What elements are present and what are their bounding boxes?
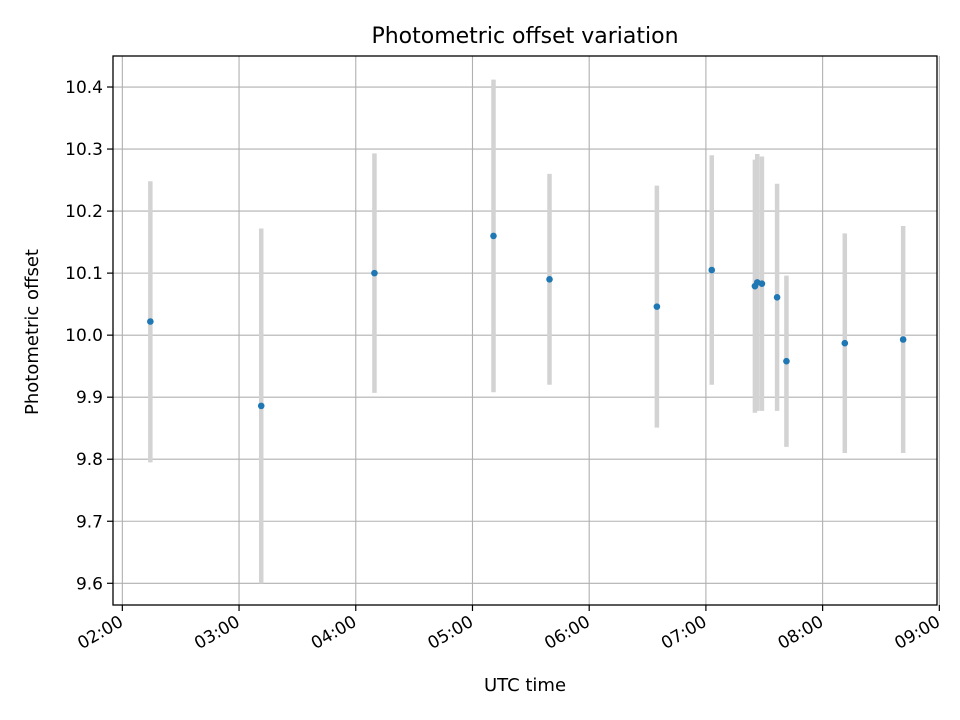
x-tick-label: 03:00 [191, 612, 243, 654]
data-point [841, 339, 849, 347]
data-point [708, 266, 716, 274]
data-point [490, 232, 497, 240]
y-axis-ticks: 9.6 9.7 9.8 9.9 10.0 10.1 10.2 10.3 10.4 [65, 78, 113, 594]
data-point [371, 269, 378, 277]
x-tick-label: 05:00 [425, 612, 477, 654]
data-point [899, 336, 907, 343]
data-point [773, 294, 781, 301]
x-axis-label: UTC time [484, 675, 566, 696]
y-tick-label: 10.1 [65, 264, 103, 284]
y-tick-label: 10.0 [65, 326, 103, 346]
data-point [783, 357, 790, 365]
x-tick-label: 07:00 [658, 612, 710, 654]
x-axis-ticks: 02:00 03:00 04:00 05:00 06:00 07:00 08:00 09:00 [74, 605, 944, 654]
y-tick-label: 9.7 [76, 512, 103, 532]
data-point [546, 276, 553, 283]
data-point [257, 402, 265, 410]
y-tick-label: 9.9 [76, 388, 103, 408]
grid-lines [113, 56, 940, 605]
data-points [147, 232, 907, 410]
x-tick-label: 08:00 [775, 612, 827, 654]
data-point [147, 318, 154, 325]
error-bars [148, 79, 906, 584]
y-axis-label: Photometric offset [22, 249, 43, 415]
x-tick-label: 04:00 [308, 612, 360, 654]
data-point [758, 280, 766, 287]
y-tick-label: 10.4 [65, 78, 103, 98]
y-tick-label: 10.3 [65, 140, 103, 160]
y-tick-label: 10.2 [65, 202, 103, 222]
plot-frame [112, 55, 938, 606]
y-tick-label: 9.6 [76, 574, 103, 594]
chart-title: Photometric offset variation [371, 24, 678, 49]
x-tick-label: 09:00 [891, 612, 943, 654]
y-tick-label: 9.8 [76, 450, 103, 470]
x-tick-label: 06:00 [541, 612, 593, 654]
data-point [653, 303, 661, 310]
x-tick-label: 02:00 [74, 612, 126, 654]
